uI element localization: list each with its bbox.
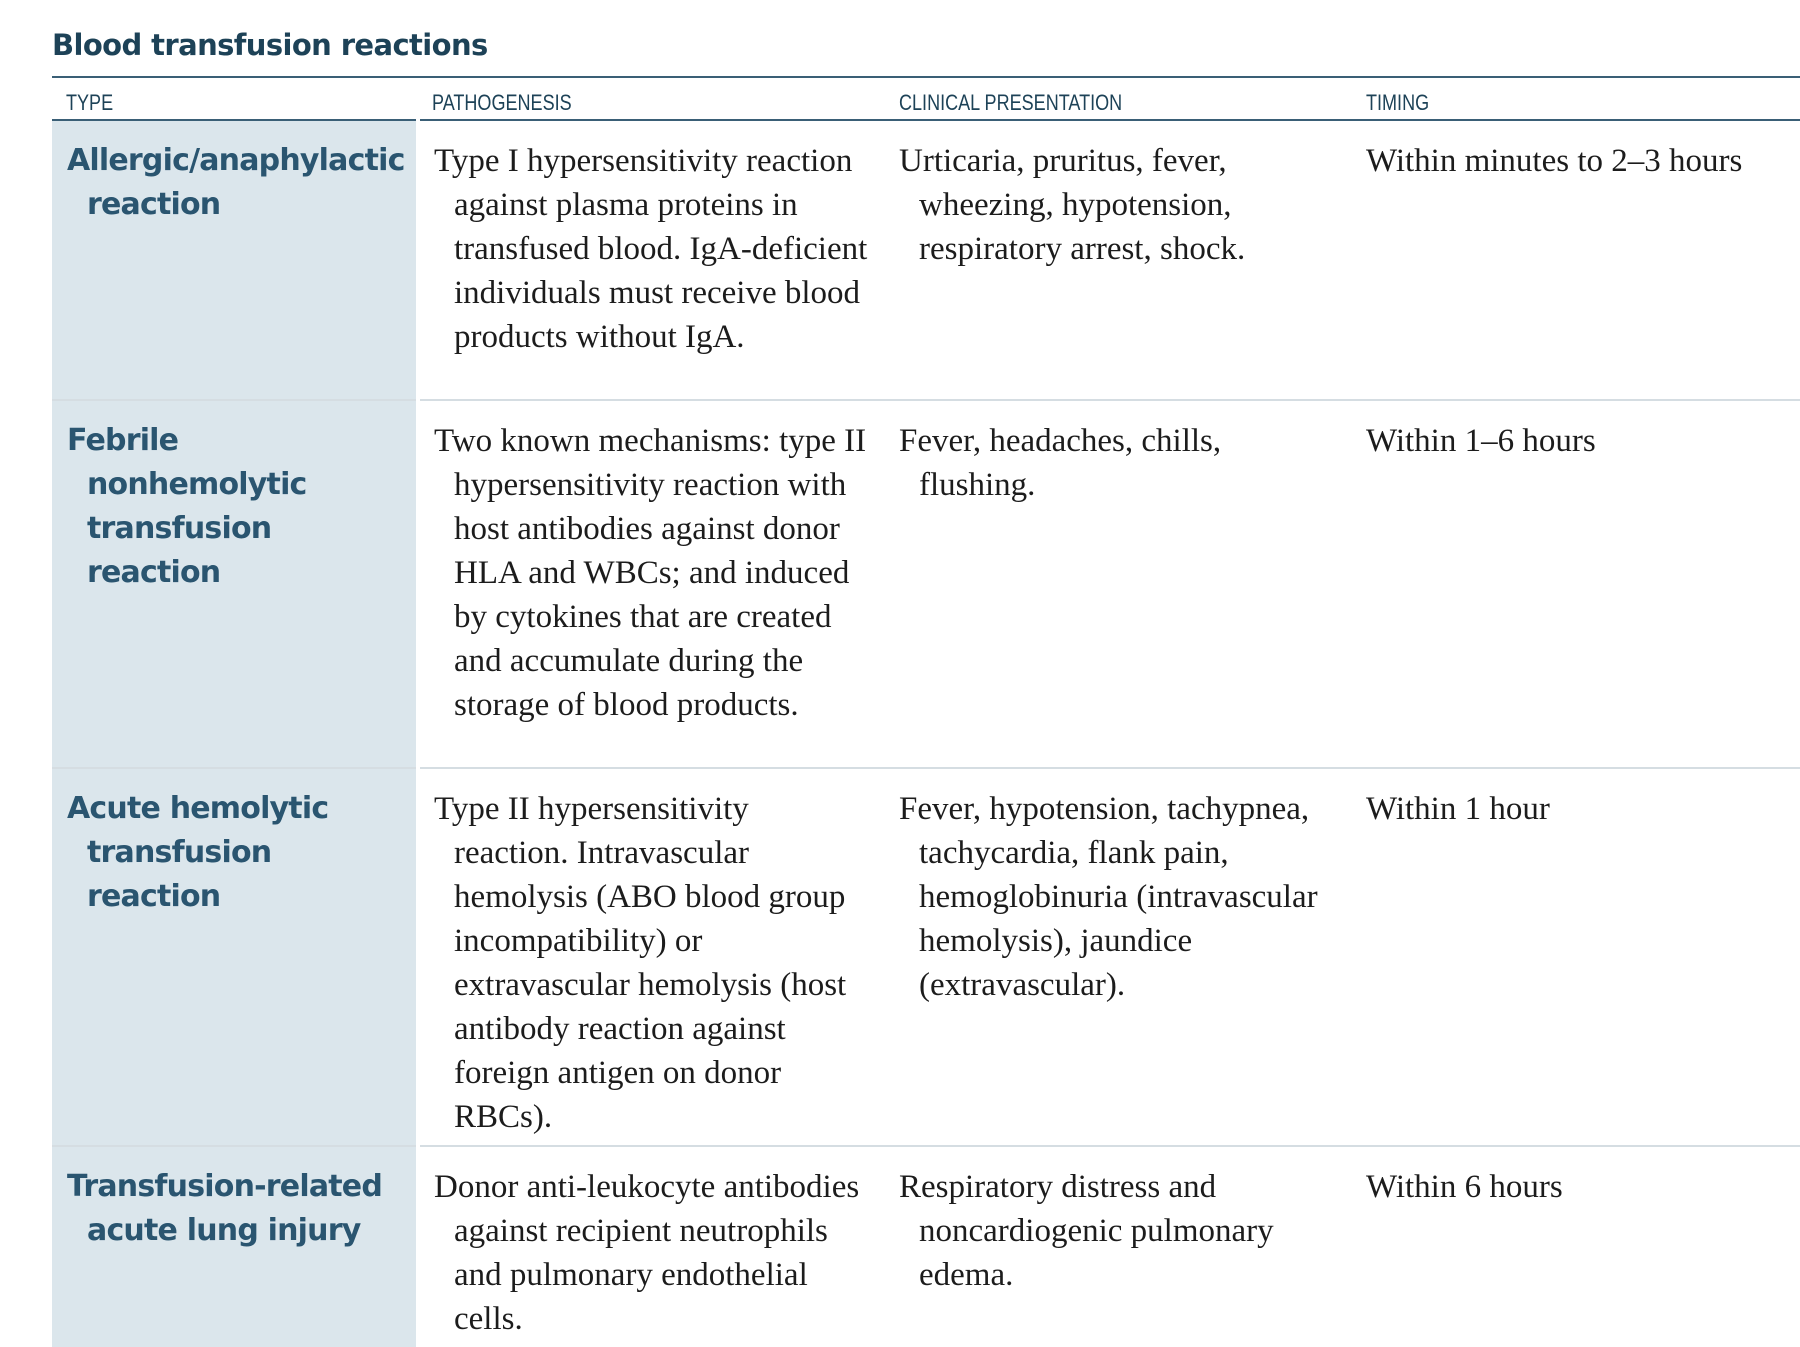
clinical-presentation-cell: Fever, headaches, chills, flushing. (885, 400, 1352, 769)
column-header-clinical-presentation: CLINICAL PRESENTATION (885, 76, 1352, 121)
pathogenesis-cell: Two known mechanisms: type II hypersensi… (418, 400, 885, 769)
type-cell: Allergic/anaphylactic reaction (52, 120, 420, 401)
transfusion-reactions-table: TYPE PATHOGENESIS CLINICAL PRESENTATION … (52, 76, 1800, 1347)
type-cell: Transfusion-related acute lung injury (52, 1146, 420, 1347)
clinical-presentation-cell: Fever, hypotension, tachypnea, tachycard… (885, 768, 1352, 1147)
timing-cell: Within minutes to 2–3 hours (1352, 120, 1800, 401)
table-row: Febrile nonhemolytic transfusion reactio… (52, 400, 1800, 769)
pathogenesis-cell: Type I hypersensitivity reaction against… (418, 120, 885, 401)
table-row: Allergic/anaphylactic reaction Type I hy… (52, 120, 1800, 401)
timing-cell: Within 6 hours (1366, 1169, 1563, 1205)
pathogenesis-cell: Type II hypersensitivity reaction. Intra… (418, 768, 885, 1147)
column-header-type: TYPE (52, 76, 418, 121)
clinical-presentation-cell: Urticaria, pruritus, fever, wheezing, hy… (885, 120, 1352, 401)
header-row: TYPE PATHOGENESIS CLINICAL PRESENTATION … (52, 76, 1800, 121)
type-cell: Acute hemolytic transfusion reaction (52, 768, 420, 1147)
table-title: Blood transfusion reactions (52, 28, 488, 62)
table-row: Acute hemolytic transfusion reaction Typ… (52, 768, 1800, 1147)
type-cell: Febrile nonhemolytic transfusion reactio… (52, 400, 420, 769)
pathogenesis-cell: Donor anti-leukocyte antibodies against … (434, 1169, 860, 1337)
timing-cell: Within 1 hour (1352, 768, 1800, 1147)
clinical-presentation-cell: Respiratory distress and noncardiogenic … (899, 1169, 1274, 1293)
table-row: Transfusion-related acute lung injury Do… (52, 1146, 1800, 1347)
column-header-timing: TIMING (1352, 76, 1800, 121)
document-page: Blood transfusion reactions TYPE PATHOGE… (52, 28, 1800, 1347)
timing-cell: Within 1–6 hours (1352, 400, 1800, 769)
column-header-pathogenesis: PATHOGENESIS (418, 76, 885, 121)
